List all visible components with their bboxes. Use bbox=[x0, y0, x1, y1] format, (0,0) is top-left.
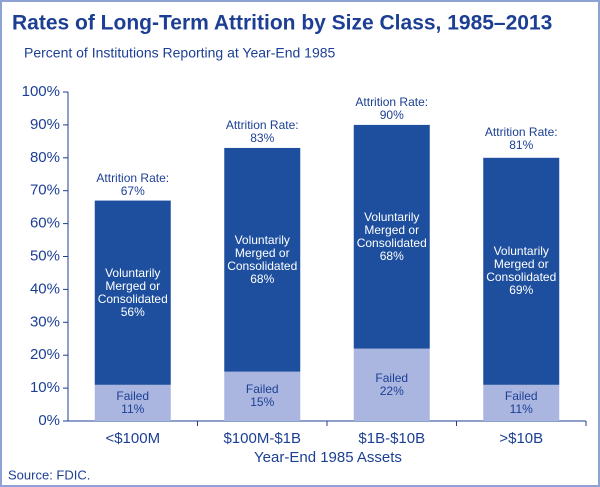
x-axis-label: Year-End 1985 Assets bbox=[254, 449, 402, 466]
y-tick-label: 0% bbox=[38, 412, 60, 429]
segment-label: Voluntarily Merged or Consolidated 69% bbox=[480, 245, 562, 297]
segment-label-text: 68% bbox=[250, 271, 275, 286]
total-label-text: 83% bbox=[250, 130, 275, 145]
segment-label-text: Failed bbox=[504, 388, 538, 403]
y-tick-label: 10% bbox=[30, 379, 60, 396]
segment-label-text: Voluntarily Merged or Consolidated bbox=[227, 232, 298, 273]
y-tick-label: 60% bbox=[30, 215, 60, 232]
segment-label-text: Voluntarily Merged or Consolidated bbox=[97, 265, 168, 306]
segment-label-text: Voluntarily Merged or Consolidated bbox=[356, 209, 427, 250]
bar-segment bbox=[483, 157, 560, 385]
total-label-text: Attrition Rate: bbox=[96, 170, 170, 185]
total-label-text: Attrition Rate: bbox=[355, 94, 429, 109]
bar-segment bbox=[353, 348, 430, 421]
bar-segment bbox=[94, 200, 171, 385]
segment-label-text: 22% bbox=[379, 383, 404, 398]
x-tick-label: $100M-$1B bbox=[223, 430, 301, 447]
segment-label-text: 15% bbox=[250, 395, 275, 410]
x-tick-label: $1B-$10B bbox=[358, 430, 425, 447]
y-tick-label: 70% bbox=[30, 182, 60, 199]
x-tick-label: >$10B bbox=[499, 430, 543, 447]
y-tick-label: 20% bbox=[30, 346, 60, 363]
bar-segment bbox=[224, 147, 301, 372]
total-label: Attrition Rate: 90% bbox=[327, 94, 457, 122]
segment-label-text: Failed bbox=[245, 382, 279, 397]
total-label-text: Attrition Rate: bbox=[225, 117, 299, 132]
y-tick-label: 30% bbox=[30, 313, 60, 330]
segment-label-text: Failed bbox=[375, 370, 409, 385]
segment-label-text: Voluntarily Merged or Consolidated bbox=[486, 244, 557, 285]
total-label-text: 90% bbox=[379, 107, 404, 122]
segment-label-text: 56% bbox=[120, 304, 145, 319]
total-label-text: Attrition Rate: bbox=[484, 124, 558, 139]
total-label: Attrition Rate: 67% bbox=[68, 170, 198, 198]
segment-label: Failed 11% bbox=[480, 388, 562, 416]
total-label-text: 81% bbox=[509, 137, 534, 152]
chart-subtitle: Percent of Institutions Reporting at Yea… bbox=[24, 45, 336, 61]
segment-label-text: 68% bbox=[379, 248, 404, 263]
y-tick-label: 90% bbox=[30, 116, 60, 133]
y-tick-label: 100% bbox=[22, 83, 60, 100]
segment-label: Voluntarily Merged or Consolidated 68% bbox=[351, 209, 433, 263]
x-tick-label: <$100M bbox=[105, 430, 160, 447]
segment-label: Failed 11% bbox=[92, 388, 174, 416]
y-tick-label: 50% bbox=[30, 247, 60, 264]
bar-segment bbox=[224, 371, 301, 421]
bar-segment bbox=[483, 384, 560, 421]
y-tick-label: 40% bbox=[30, 280, 60, 297]
source: Source: FDIC. bbox=[8, 467, 90, 482]
segment-label: Failed 15% bbox=[221, 383, 303, 409]
chart-title: Rates of Long-Term Attrition by Size Cla… bbox=[12, 12, 552, 35]
segment-label-text: Failed bbox=[116, 388, 150, 403]
segment-label-text: 11% bbox=[121, 401, 145, 416]
segment-label: Voluntarily Merged or Consolidated 56% bbox=[92, 265, 174, 319]
total-label-text: 67% bbox=[120, 183, 145, 198]
segment-label-text: 69% bbox=[509, 283, 534, 298]
bar-segment bbox=[94, 384, 171, 421]
segment-label: Failed 22% bbox=[351, 370, 433, 398]
segment-label-text: 11% bbox=[509, 401, 533, 416]
segment-label: Voluntarily Merged or Consolidated 68% bbox=[221, 232, 303, 286]
y-tick-label: 80% bbox=[30, 149, 60, 166]
bar-segment bbox=[353, 124, 430, 349]
total-label: Attrition Rate: 83% bbox=[198, 117, 328, 145]
total-label: Attrition Rate: 81% bbox=[457, 124, 587, 152]
